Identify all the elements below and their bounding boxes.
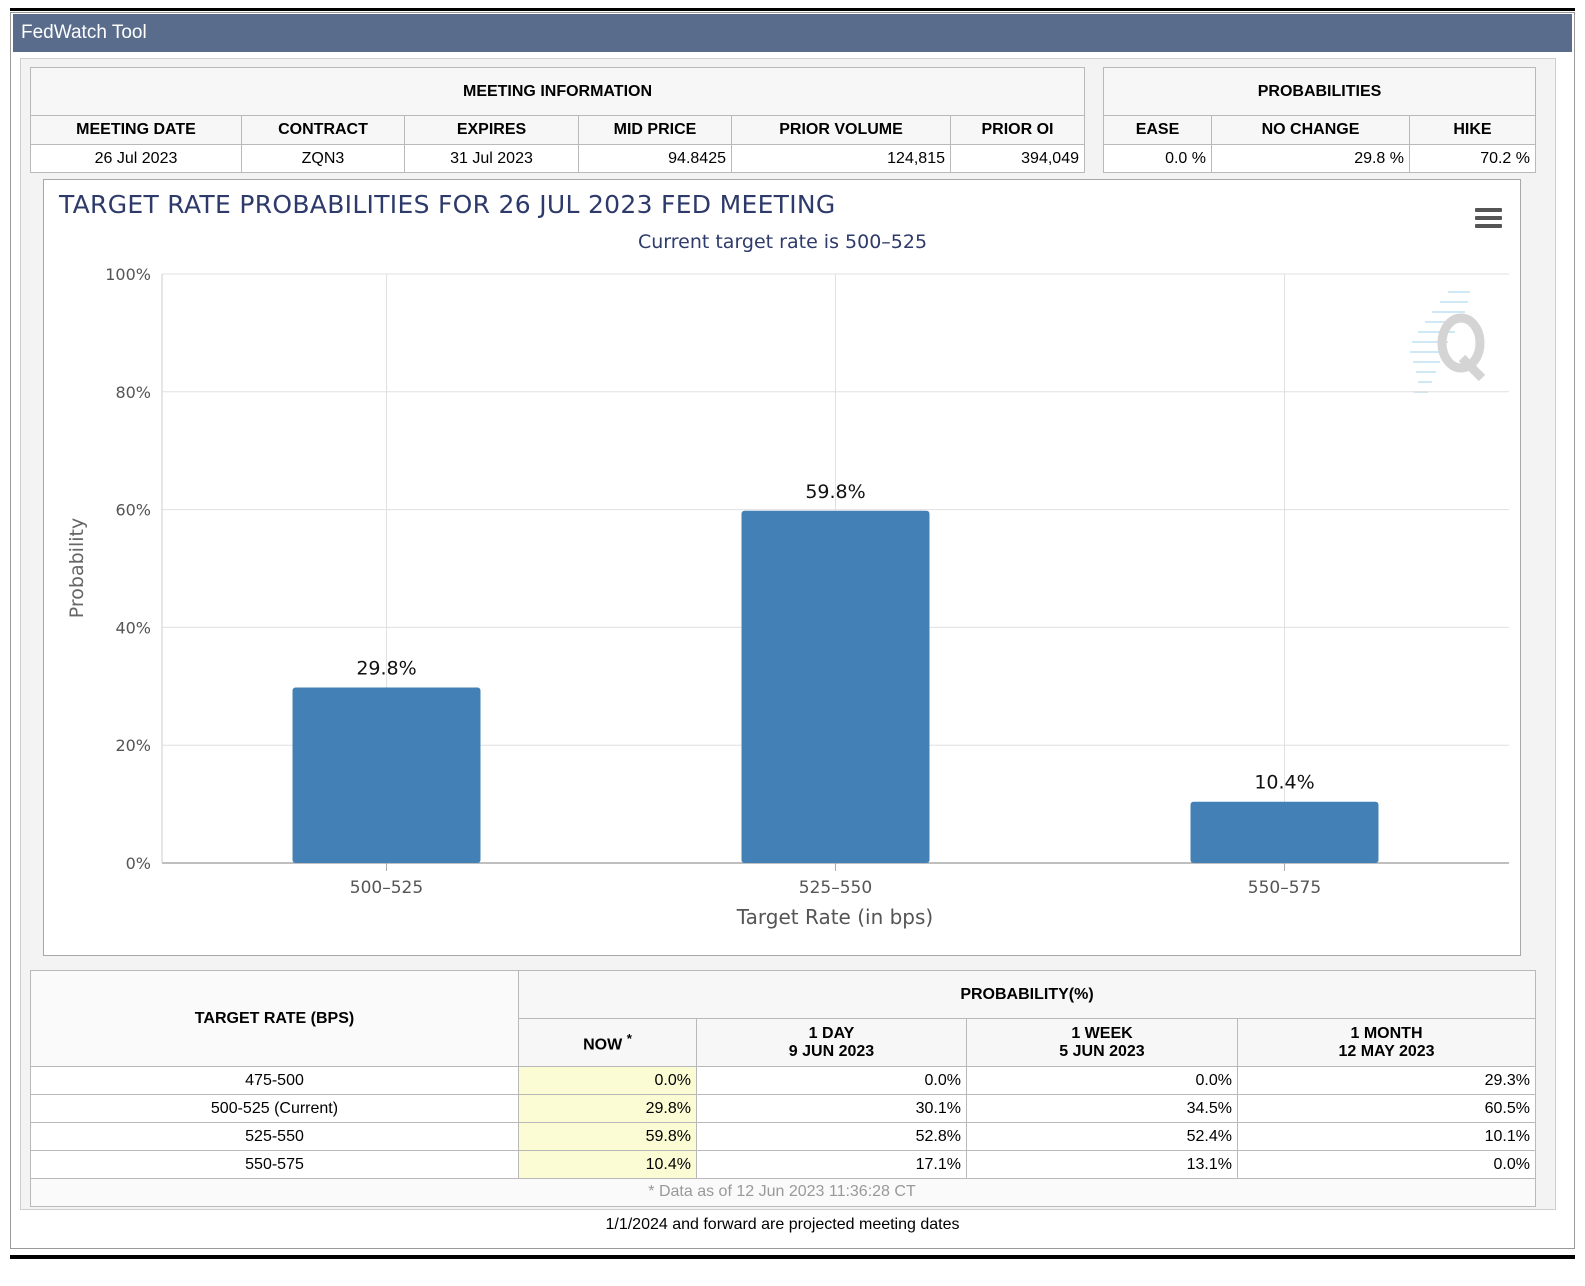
col-expires: EXPIRES [404, 115, 579, 145]
chart-title: TARGET RATE PROBABILITIES FOR 26 JUL 202… [59, 190, 836, 219]
x-tick-label: 550–575 [1248, 878, 1321, 898]
y-axis-label: Probability [66, 518, 88, 618]
meeting-info-table: MEETING INFORMATION MEETING DATE CONTRAC… [30, 67, 1085, 173]
no-change-value: 29.8 % [1211, 144, 1410, 173]
day-cell: 52.8% [696, 1122, 967, 1151]
col-meeting-date: MEETING DATE [30, 115, 242, 145]
now-cell: 0.0% [518, 1066, 697, 1095]
y-tick-label: 0% [126, 854, 151, 873]
cme-q-logo [1410, 291, 1486, 393]
col-now: NOW * [518, 1018, 697, 1067]
probability-header: PROBABILITY(%) [518, 970, 1536, 1019]
day-cell: 0.0% [696, 1066, 967, 1095]
rate-cell: 500-525 (Current) [30, 1094, 519, 1123]
expires-value: 31 Jul 2023 [404, 144, 579, 173]
x-tick-label: 500–525 [350, 878, 423, 898]
week-cell: 13.1% [966, 1150, 1238, 1179]
col-hike: HIKE [1409, 115, 1536, 145]
bottom-strip [0, 1262, 1585, 1286]
bar-data-label: 59.8% [805, 481, 865, 503]
table-row: 550-575 10.4% 17.1% 13.1% 0.0% [30, 1150, 1536, 1179]
col-mid-price: MID PRICE [578, 115, 732, 145]
y-tick-label: 60% [115, 501, 151, 520]
now-cell: 29.8% [518, 1094, 697, 1123]
x-tick-label: 525–550 [799, 878, 872, 898]
prior-oi-value: 394,049 [950, 144, 1085, 173]
col-1-month: 1 MONTH 12 MAY 2023 [1237, 1018, 1536, 1067]
y-tick-label: 20% [115, 736, 151, 755]
prior-volume-value: 124,815 [731, 144, 951, 173]
chart-subtitle: Current target rate is 500–525 [637, 231, 928, 253]
table-row: 475-500 0.0% 0.0% 0.0% 29.3% [30, 1066, 1536, 1095]
bar-chart: 0% 20% 40% 60% 80% 100% 29.8% 500–525 59.8% 525–5… [66, 265, 1509, 929]
chart-menu-icon[interactable] [1475, 208, 1502, 228]
top-divider [10, 8, 1575, 11]
month-cell: 0.0% [1237, 1150, 1536, 1179]
col-contract: CONTRACT [241, 115, 405, 145]
month-cell: 29.3% [1237, 1066, 1536, 1095]
week-cell: 52.4% [966, 1122, 1238, 1151]
now-cell: 10.4% [518, 1150, 697, 1179]
projected-dates-note: 1/1/2024 and forward are projected meeti… [605, 1216, 960, 1233]
col-no-change: NO CHANGE [1211, 115, 1410, 145]
rate-cell: 525-550 [30, 1122, 519, 1151]
app-titlebar: FedWatch Tool [13, 14, 1572, 52]
col-1-day: 1 DAY 9 JUN 2023 [696, 1018, 967, 1067]
month-cell: 10.1% [1237, 1122, 1536, 1151]
rate-cell: 475-500 [30, 1066, 519, 1095]
week-cell: 34.5% [966, 1094, 1238, 1123]
y-tick-label: 100% [105, 265, 151, 284]
week-cell: 0.0% [966, 1066, 1238, 1095]
y-tick-label: 40% [115, 618, 151, 637]
bottom-divider [10, 1255, 1575, 1259]
footnote-row [30, 1178, 1536, 1207]
rate-cell: 550-575 [30, 1150, 519, 1179]
bar-3[interactable] [1190, 801, 1379, 863]
bar-1[interactable] [292, 687, 481, 863]
col-prior-volume: PRIOR VOLUME [731, 115, 951, 145]
meeting-info-header: MEETING INFORMATION [30, 67, 1085, 116]
mid-price-value: 94.8425 [578, 144, 732, 173]
probabilities-table: PROBABILITIES EASE NO CHANGE HIKE 0.0 % … [1103, 67, 1536, 173]
now-cell: 59.8% [518, 1122, 697, 1151]
y-tick-label: 80% [115, 383, 151, 402]
ease-value: 0.0 % [1103, 144, 1212, 173]
bar-2[interactable] [741, 510, 930, 863]
col-1-week: 1 WEEK 5 JUN 2023 [966, 1018, 1238, 1067]
day-cell: 30.1% [696, 1094, 967, 1123]
table-row: 500-525 (Current) 29.8% 30.1% 34.5% 60.5… [30, 1094, 1536, 1123]
contract-value: ZQN3 [241, 144, 405, 173]
hike-value: 70.2 % [1409, 144, 1536, 173]
bar-data-label: 29.8% [356, 657, 416, 679]
bar-data-label: 10.4% [1254, 772, 1314, 794]
history-table: TARGET RATE (BPS) PROBABILITY(%) NOW * 1… [30, 970, 1536, 1207]
table-row: 525-550 59.8% 52.8% 52.4% 10.1% [30, 1122, 1536, 1151]
x-axis-label: Target Rate (in bps) [736, 905, 933, 929]
day-cell: 17.1% [696, 1150, 967, 1179]
meeting-date-value: 26 Jul 2023 [30, 144, 242, 173]
data-as-of-note: * Data as of 12 Jun 2023 11:36:28 CT [648, 1183, 916, 1200]
target-rate-header: TARGET RATE (BPS) [30, 970, 519, 1067]
month-cell: 60.5% [1237, 1094, 1536, 1123]
